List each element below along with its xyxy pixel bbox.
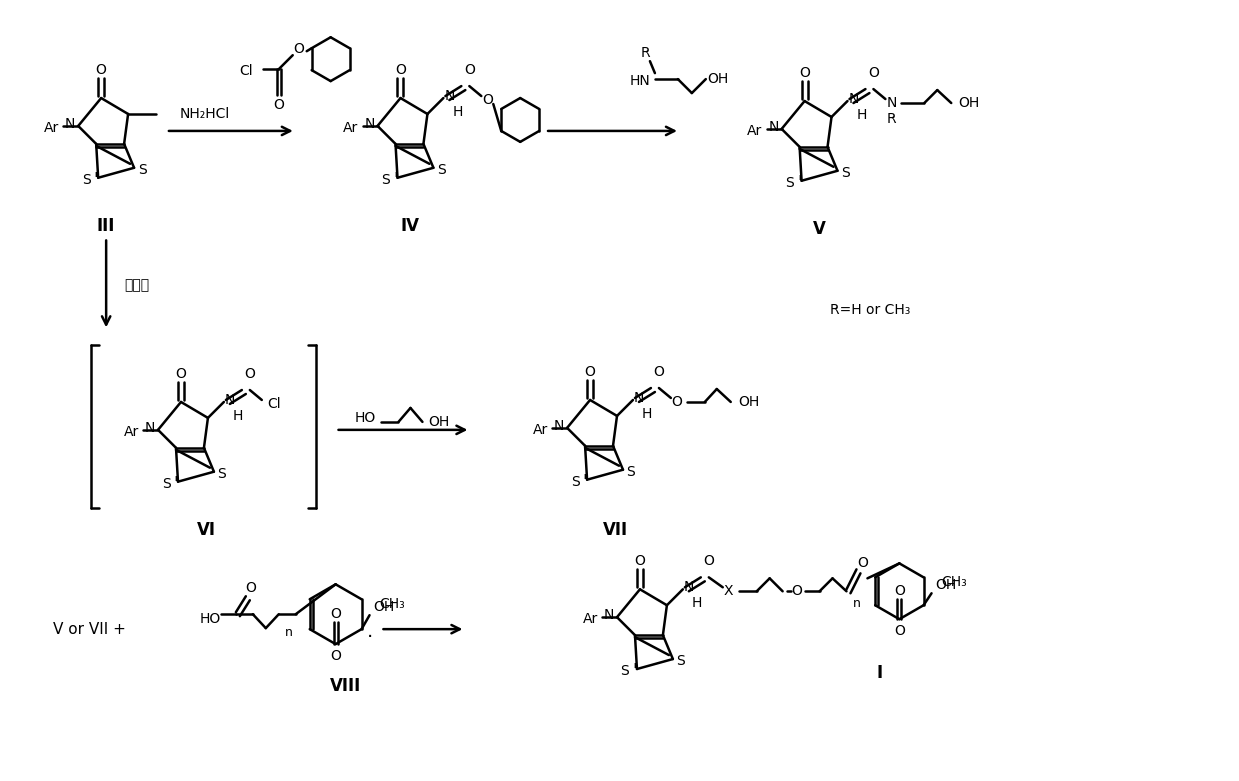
- Text: O: O: [585, 365, 596, 379]
- Text: Ar: Ar: [533, 423, 548, 437]
- Text: HN: HN: [629, 74, 650, 88]
- Text: O: O: [395, 63, 406, 77]
- Text: OH: OH: [707, 72, 729, 86]
- Text: N: N: [224, 393, 235, 407]
- Text: N: N: [64, 117, 76, 131]
- Text: .: .: [367, 622, 373, 640]
- Text: Ar: Ar: [343, 121, 358, 135]
- Text: R: R: [641, 46, 649, 60]
- Text: S: S: [218, 467, 227, 480]
- Text: ': ': [582, 473, 587, 490]
- Text: H: H: [856, 108, 866, 122]
- Text: Cl: Cl: [239, 64, 253, 78]
- Text: S: S: [621, 664, 629, 678]
- Text: H: H: [691, 596, 703, 610]
- Text: X: X: [724, 584, 733, 598]
- Text: S: S: [161, 476, 171, 490]
- Text: 三光气: 三光气: [124, 278, 149, 292]
- Text: S: S: [382, 173, 390, 187]
- Text: VI: VI: [197, 520, 216, 539]
- Text: ': ': [633, 662, 637, 680]
- Text: N: N: [364, 117, 374, 131]
- Text: VII: VII: [602, 520, 628, 539]
- Text: OH: OH: [373, 601, 394, 614]
- Text: Ar: Ar: [124, 425, 139, 439]
- Text: O: O: [274, 98, 284, 112]
- Text: N: N: [768, 120, 779, 134]
- Text: O: O: [672, 395, 683, 409]
- Text: n: n: [852, 597, 860, 610]
- Text: I: I: [876, 664, 882, 682]
- Text: R=H or CH₃: R=H or CH₃: [830, 303, 909, 317]
- Text: N: N: [445, 89, 455, 103]
- Text: NH₂HCl: NH₂HCl: [180, 107, 230, 121]
- Text: O: O: [331, 607, 341, 621]
- Text: S: S: [138, 162, 146, 177]
- Text: Ar: Ar: [582, 612, 597, 626]
- Text: S: S: [571, 475, 580, 489]
- Text: O: O: [634, 555, 646, 569]
- Text: S: S: [627, 465, 636, 479]
- Text: O: O: [792, 584, 802, 598]
- Text: CH₃: CH₃: [379, 597, 405, 612]
- Text: N: N: [684, 580, 694, 594]
- Text: Ar: Ar: [747, 124, 762, 138]
- Text: O: O: [857, 556, 867, 570]
- Text: IV: IV: [401, 216, 420, 234]
- Text: O: O: [704, 555, 714, 569]
- Text: N: N: [634, 391, 644, 405]
- Text: S: S: [676, 654, 685, 668]
- Text: R: R: [887, 112, 896, 126]
- Text: H: H: [452, 105, 462, 119]
- Text: O: O: [331, 649, 341, 663]
- Text: H: H: [233, 409, 243, 423]
- Text: OH: OH: [959, 96, 980, 110]
- Text: ': ': [797, 173, 802, 192]
- Text: HO: HO: [199, 612, 221, 626]
- Text: O: O: [176, 367, 186, 381]
- Text: S: S: [437, 162, 446, 177]
- Text: CH₃: CH₃: [942, 576, 968, 590]
- Text: O: O: [245, 581, 256, 595]
- Text: N: N: [849, 92, 859, 106]
- Text: O: O: [294, 42, 304, 56]
- Text: N: N: [886, 96, 897, 110]
- Text: VIII: VIII: [330, 677, 362, 695]
- Text: O: O: [244, 367, 255, 381]
- Text: V: V: [813, 219, 826, 237]
- Text: O: O: [799, 66, 810, 80]
- Text: N: N: [554, 419, 564, 433]
- Text: O: O: [653, 365, 664, 379]
- Text: O: O: [463, 63, 475, 77]
- Text: ': ': [94, 171, 98, 189]
- Text: N: N: [145, 421, 155, 435]
- Text: ': ': [393, 171, 398, 189]
- Text: O: O: [482, 93, 493, 107]
- Text: O: O: [893, 624, 904, 638]
- Text: S: S: [82, 173, 90, 187]
- Text: H: H: [642, 407, 652, 421]
- Text: S: S: [786, 176, 794, 190]
- Text: Ar: Ar: [43, 121, 59, 135]
- Text: n: n: [285, 626, 292, 639]
- Text: OH: OH: [427, 415, 449, 429]
- Text: S: S: [841, 166, 850, 180]
- Text: III: III: [97, 216, 115, 234]
- Text: OH: OH: [935, 578, 957, 592]
- Text: Cl: Cl: [266, 397, 280, 411]
- Text: V or VII +: V or VII +: [53, 622, 126, 637]
- Text: O: O: [95, 63, 107, 77]
- Text: O: O: [893, 584, 904, 598]
- Text: O: O: [869, 66, 878, 80]
- Text: OH: OH: [738, 395, 760, 409]
- Text: N: N: [603, 608, 615, 622]
- Text: HO: HO: [354, 411, 377, 425]
- Text: ': ': [173, 475, 178, 493]
